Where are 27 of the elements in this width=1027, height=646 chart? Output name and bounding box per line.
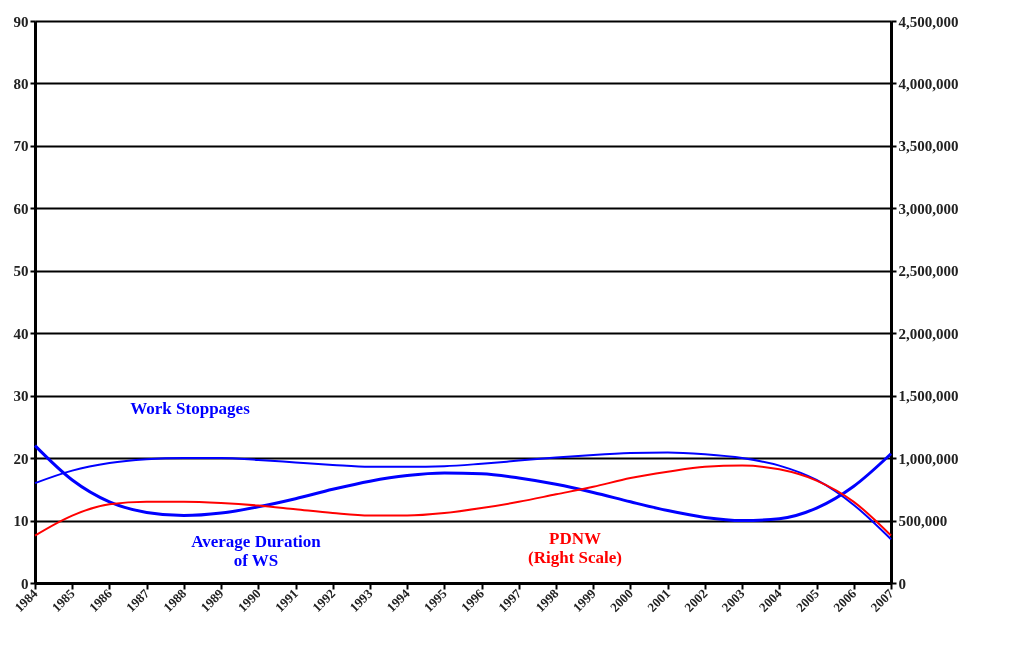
y2-tick-label: 0: [898, 575, 906, 592]
y2-tick-label: 1,000,000: [898, 450, 959, 467]
x-tick-label: 2000: [606, 585, 636, 615]
series-label: Average Duration of WS: [191, 532, 322, 570]
y-tick-label: 70: [13, 138, 29, 155]
text: Work Stoppages: [130, 399, 251, 418]
y-tick-label: 80: [13, 75, 29, 92]
y-tick-label: 60: [13, 200, 29, 217]
y-tick-label: 20: [13, 450, 29, 467]
x-tick-label: 1999: [569, 585, 600, 615]
y2-tick-label: 1,500,000: [898, 388, 959, 405]
y-tick-label: 30: [13, 388, 29, 405]
y-tick-label: 0: [21, 575, 29, 592]
y-tick-label: 10: [13, 513, 29, 530]
series-label: PDNW (Right Scale): [528, 529, 622, 567]
y2-tick-label: 4,500,000: [898, 13, 959, 30]
y2-tick-label: 3,500,000: [898, 138, 959, 155]
x-tick-label: 1991: [271, 585, 301, 615]
y-tick-label: 50: [13, 263, 29, 280]
y2-tick-label: 3,000,000: [898, 200, 959, 217]
y-tick-label: 40: [13, 325, 29, 342]
y2-tick-label: 500,000: [898, 513, 948, 530]
x-tick-label: 2001: [644, 585, 674, 615]
y-tick-label: 90: [13, 13, 29, 30]
y2-tick-label: 2,500,000: [898, 263, 959, 280]
y2-tick-label: 2,000,000: [898, 325, 959, 342]
y2-tick-label: 4,000,000: [898, 75, 959, 92]
